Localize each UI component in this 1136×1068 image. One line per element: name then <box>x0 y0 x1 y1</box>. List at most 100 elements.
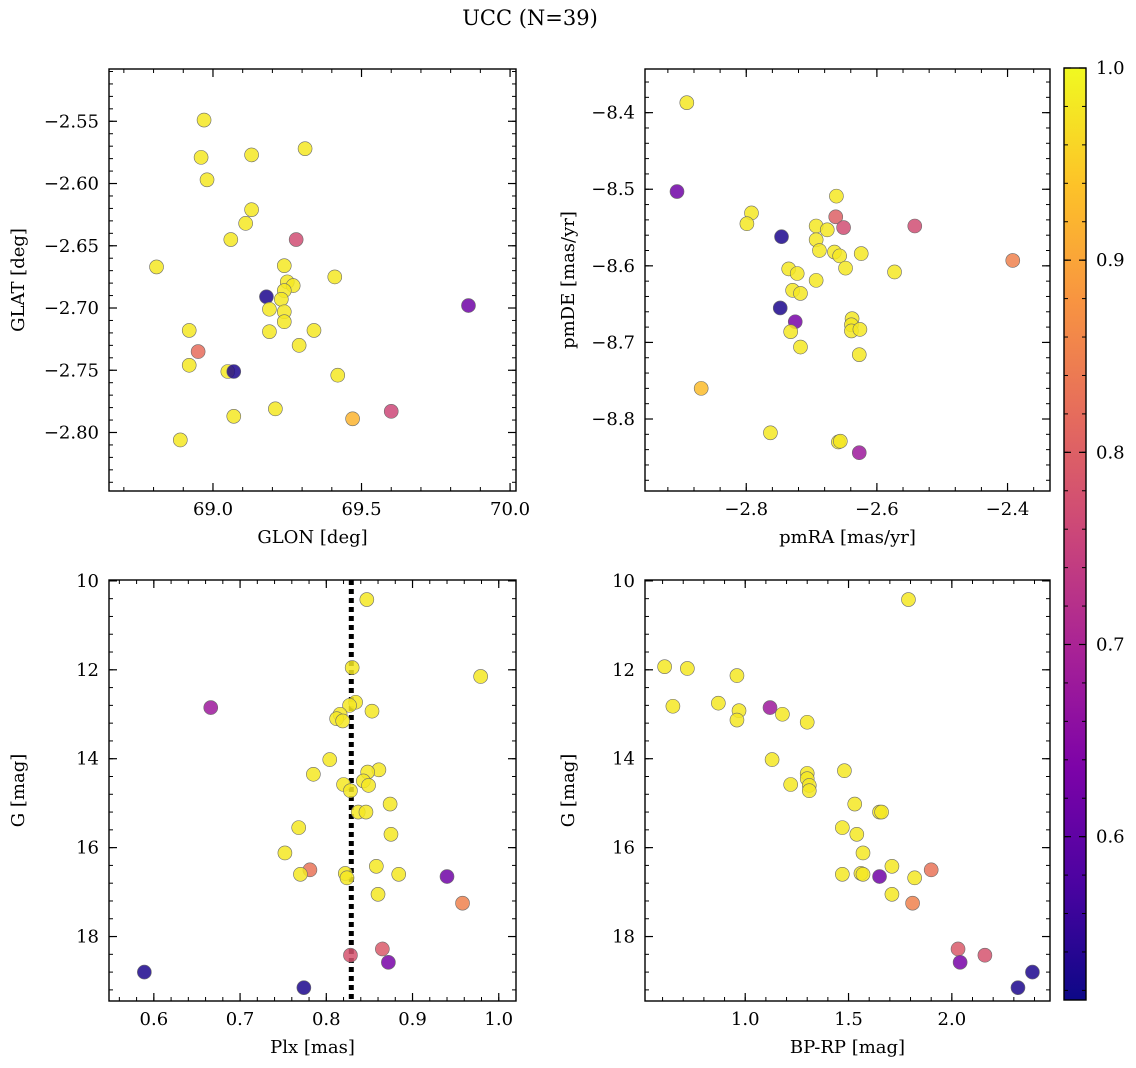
scatter-point <box>851 347 867 362</box>
panel-bottom-left: 0.6 0.7 0.8 0.9 1.0 10 12 14 16 18 Plx [mas] G [mag… <box>8 571 517 1058</box>
y-tick-label: −2.70 <box>44 298 99 319</box>
x-tick-label: 0.6 <box>140 1009 169 1030</box>
scatter-point <box>835 820 850 835</box>
panel-top-right: −2.8 −2.6 −2.4 −8.8 −8.7 −8.6 −8.5 −8.4 pmRA [ma… <box>558 68 1051 548</box>
y-tick-label: 12 <box>76 660 99 681</box>
scatter-point <box>276 258 292 273</box>
scatter-point <box>190 344 206 359</box>
y-tick-label: −8.5 <box>591 179 635 200</box>
scatter-point <box>296 980 312 995</box>
scatter-point <box>455 895 470 911</box>
y-tick-label: 10 <box>76 571 99 592</box>
scatter-point <box>276 314 292 330</box>
scatter-point <box>291 338 307 353</box>
y-tick-label: −8.7 <box>591 332 635 353</box>
scatter-point <box>259 289 274 305</box>
x-axis-label: pmRA [mas/yr] <box>779 527 916 548</box>
scatter-point <box>293 866 308 882</box>
scatter-point <box>262 324 277 339</box>
scatter-point <box>907 218 923 234</box>
scatter-point <box>381 955 396 970</box>
colorbar-gradient <box>1064 68 1086 1000</box>
y-tick-label: −2.80 <box>44 422 99 443</box>
scatter-point <box>297 141 313 156</box>
scatter-point <box>199 172 215 188</box>
y-tick-label: −8.4 <box>591 103 635 124</box>
scatter-point <box>828 209 844 225</box>
scatter-point <box>343 947 358 963</box>
scatter-point <box>382 796 398 812</box>
scatter-point <box>149 259 164 275</box>
scatter-point <box>342 698 357 713</box>
scatter-point <box>238 216 253 231</box>
scatter-point <box>901 592 916 607</box>
scatter-point <box>884 887 900 902</box>
scatter-point <box>226 364 242 379</box>
scatter-point <box>137 964 152 980</box>
scatter-point <box>359 592 375 607</box>
scatter-point <box>764 752 780 767</box>
y-axis-label: GLAT [deg] <box>8 228 29 332</box>
scatter-point <box>853 246 869 261</box>
y-axis-label: G [mag] <box>558 754 579 827</box>
scatter-point <box>833 433 848 449</box>
scatter-point <box>729 712 745 728</box>
y-tick-label: 16 <box>76 838 99 859</box>
scatter-point <box>832 248 847 264</box>
colorbar-frame <box>1063 67 1087 1001</box>
scatter-point <box>226 409 242 424</box>
scatter-point <box>763 425 778 441</box>
axes-frame <box>644 68 1051 492</box>
y-tick-label: 18 <box>612 927 635 948</box>
x-tick-label: 2.0 <box>938 1009 967 1030</box>
y-tick-label: 12 <box>612 660 635 681</box>
scatter-point <box>775 706 790 722</box>
scatter-point <box>339 870 355 886</box>
scatter-point <box>383 404 399 419</box>
scatter-point <box>693 381 709 396</box>
panel-bottom-right: 1.0 1.5 2.0 10 12 14 16 18 BP-RP [mag] G [mag] <box>558 571 1051 1058</box>
scatter-point <box>855 866 871 882</box>
scatter-point <box>874 804 889 820</box>
scatter-point <box>849 826 865 842</box>
scatter-point <box>907 870 922 886</box>
scatter-point <box>358 804 374 820</box>
scatter-point <box>793 286 808 301</box>
scatter-point <box>852 322 868 337</box>
scatter-point <box>203 700 219 715</box>
axes-frame <box>644 579 1051 1002</box>
scatter-point <box>657 659 672 674</box>
scatter-point <box>923 862 939 878</box>
scatter-point <box>762 700 778 715</box>
scatter-point <box>851 445 867 461</box>
scatter-point <box>799 714 815 730</box>
scatter-point <box>274 291 289 307</box>
scatter-point <box>679 95 695 110</box>
colorbar-tick-label: 0.7 <box>1096 634 1125 655</box>
scatter-point <box>244 202 259 217</box>
scatter-point <box>268 401 283 417</box>
scatter-point <box>905 895 920 911</box>
x-tick-label: −2.8 <box>724 499 768 520</box>
colorbar-tick-label: 0.6 <box>1096 827 1125 848</box>
y-tick-label: −2.65 <box>44 236 99 257</box>
scatter-point <box>330 367 346 383</box>
scatter-point <box>370 887 386 902</box>
scatter-point <box>783 324 798 339</box>
y-tick-label: −8.6 <box>591 256 635 277</box>
scatter-point <box>345 411 360 427</box>
scatter-point <box>1025 964 1040 980</box>
scatter-point <box>789 266 805 281</box>
y-axis-label: pmDE [mas/yr] <box>558 211 579 349</box>
x-tick-label: 0.7 <box>226 1009 255 1030</box>
x-tick-label: −2.4 <box>986 499 1030 520</box>
scatter-point <box>801 783 817 799</box>
scatter-point <box>322 752 338 767</box>
x-tick-label: 1.0 <box>484 1009 513 1030</box>
y-tick-label: 18 <box>76 927 99 948</box>
scatter-point <box>772 300 788 316</box>
y-tick-label: −8.8 <box>591 409 635 430</box>
x-tick-label: 1.0 <box>731 1009 760 1030</box>
scatter-point <box>669 184 685 199</box>
